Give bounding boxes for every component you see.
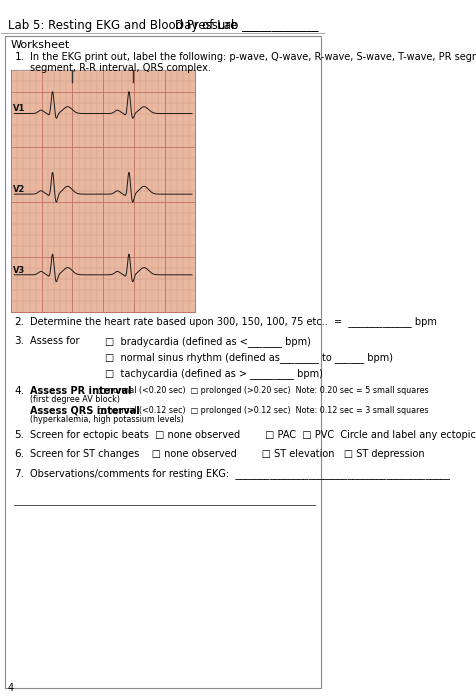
Text: Assess for: Assess for bbox=[30, 336, 80, 346]
Text: V2: V2 bbox=[13, 185, 25, 194]
Text: Worksheet: Worksheet bbox=[11, 40, 70, 50]
Text: □ normal (<0.12 sec)  □ prolonged (>0.12 sec)  Note: 0.12 sec = 3 small squares: □ normal (<0.12 sec) □ prolonged (>0.12 … bbox=[99, 406, 429, 415]
Text: □  bradycardia (defined as <_______ bpm): □ bradycardia (defined as <_______ bpm) bbox=[105, 336, 311, 347]
Text: Determine the heart rate based upon 300, 150, 100, 75 etc..  =  _____________ bp: Determine the heart rate based upon 300,… bbox=[30, 316, 437, 328]
Text: □ normal (<0.20 sec)  □ prolonged (>0.20 sec)  Note: 0.20 sec = 5 small squares: □ normal (<0.20 sec) □ prolonged (>0.20 … bbox=[99, 386, 429, 395]
Text: 7.: 7. bbox=[14, 468, 24, 479]
FancyBboxPatch shape bbox=[11, 70, 195, 312]
Text: □  tachycardia (defined as > _________ bpm): □ tachycardia (defined as > _________ bp… bbox=[105, 368, 323, 379]
Text: (first degree AV block): (first degree AV block) bbox=[30, 395, 120, 405]
Text: 6.: 6. bbox=[14, 449, 24, 459]
Text: Screen for ectopic beats  □ none observed        □ PAC  □ PVC  Circle and label : Screen for ectopic beats □ none observed… bbox=[30, 430, 476, 440]
Text: Day of Lab _____________: Day of Lab _____________ bbox=[175, 19, 318, 32]
FancyBboxPatch shape bbox=[5, 36, 321, 688]
Text: 2.: 2. bbox=[14, 316, 24, 326]
Text: (hyperkalemia, high potassium levels): (hyperkalemia, high potassium levels) bbox=[30, 415, 184, 424]
Text: segment, R-R interval, QRS complex.: segment, R-R interval, QRS complex. bbox=[30, 63, 211, 73]
Text: Screen for ST changes    □ none observed        □ ST elevation   □ ST depression: Screen for ST changes □ none observed □ … bbox=[30, 449, 425, 459]
Text: V3: V3 bbox=[13, 266, 25, 275]
Text: 3.: 3. bbox=[14, 336, 24, 346]
Text: V1: V1 bbox=[13, 104, 25, 113]
Text: Assess PR interval: Assess PR interval bbox=[30, 386, 132, 396]
Text: □  normal sinus rhythm (defined as________ to ______ bpm): □ normal sinus rhythm (defined as_______… bbox=[105, 352, 393, 363]
Text: Observations/comments for resting EKG:  ________________________________________: Observations/comments for resting EKG: _… bbox=[30, 468, 450, 480]
Text: In the EKG print out, label the following: p-wave, Q-wave, R-wave, S-wave, T-wav: In the EKG print out, label the followin… bbox=[30, 52, 476, 62]
Text: Assess QRS interval: Assess QRS interval bbox=[30, 406, 140, 416]
Text: 1.: 1. bbox=[14, 52, 24, 62]
Text: 5.: 5. bbox=[14, 430, 24, 440]
Text: 4.: 4. bbox=[14, 386, 24, 396]
Text: 4: 4 bbox=[8, 683, 14, 693]
Text: Lab 5: Resting EKG and Blood Pressure: Lab 5: Resting EKG and Blood Pressure bbox=[8, 19, 237, 32]
